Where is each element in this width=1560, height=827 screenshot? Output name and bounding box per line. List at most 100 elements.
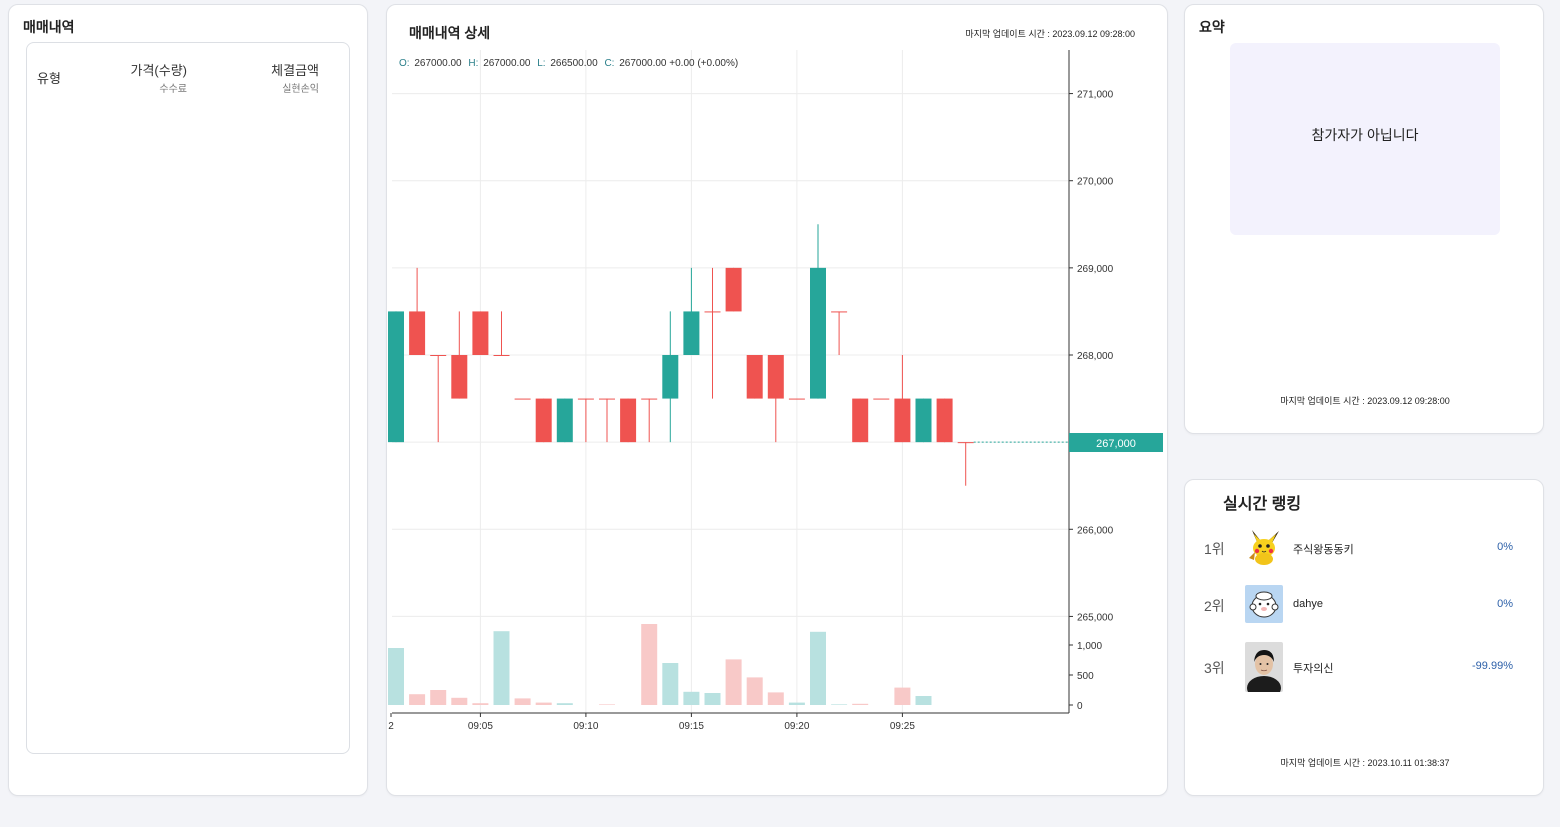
volume-bar [915, 696, 932, 705]
candle-body [746, 355, 763, 399]
trade-history-panel: 매매내역 유형 가격(수량) 수수료 체결금액 실현손익 [8, 4, 368, 796]
ohlc-o-label: O: [399, 58, 410, 69]
candle-body [577, 398, 594, 400]
volume-bar [683, 691, 700, 705]
candle-body [873, 398, 890, 400]
y-tick-label: 265,000 [1077, 612, 1114, 623]
candle-body [493, 355, 510, 356]
summary-message-box: 참가자가 아닙니다 [1230, 43, 1500, 235]
photo-avatar [1245, 642, 1283, 692]
rank-return: -99.99% [1472, 660, 1513, 672]
candle-body [915, 398, 932, 443]
ranking-row[interactable]: 2위 dahye 0% [1185, 585, 1545, 625]
volume-tick-label: 500 [1077, 671, 1094, 682]
volume-bar [746, 677, 763, 705]
rank-return: 0% [1497, 598, 1513, 610]
column-pnl-label: 실현손익 [282, 84, 319, 95]
ohlc-o-value: 267000.00 [414, 58, 462, 69]
chart-last-updated: 마지막 업데이트 시간 : 2023.09.12 09:28:00 [965, 29, 1135, 39]
ohlc-legend: O: 267000.00 H: 267000.00 L: 266500.00 C… [399, 58, 738, 69]
cartoon-avatar [1245, 585, 1283, 623]
ohlc-c-label: C: [604, 58, 614, 69]
volume-bar [894, 687, 911, 705]
rank-name: 주식왕동동키 [1293, 544, 1354, 556]
candlestick-chart[interactable]: 2 09:05 09:10 09:15 09:20 09:25 271,000 270,000… [387, 5, 1167, 795]
candle-body [725, 267, 742, 312]
candle-body [810, 267, 826, 399]
volume-bar [535, 702, 552, 705]
ranking-panel: 실시간 랭킹 1위 주식왕동동키 0% 2위 [1184, 479, 1544, 796]
ohlc-c-value: 267000.00 +0.00 (+0.00%) [619, 58, 738, 69]
candle-body [535, 398, 552, 443]
candle-body [556, 398, 573, 443]
y-tick-label: 268,000 [1077, 351, 1114, 362]
volume-bar [451, 697, 468, 705]
candle-body [788, 398, 805, 400]
summary-last-updated: 마지막 업데이트 시간 : 2023.09.12 09:28:00 [1280, 396, 1450, 406]
candle-body [599, 398, 615, 400]
candle-body [936, 398, 953, 443]
volume-bar [388, 648, 404, 705]
candles [388, 224, 974, 486]
ranking-row[interactable]: 1위 주식왕동동키 0% [1185, 528, 1545, 568]
current-price-tag-bg [1069, 433, 1163, 452]
chart-grid [392, 50, 1069, 713]
volume-bars [388, 624, 932, 705]
y-tick-label: 271,000 [1077, 90, 1114, 101]
volume-bar [767, 692, 784, 705]
candle-body [620, 398, 637, 443]
summary-title: 요약 [1199, 19, 1225, 35]
chart-axes: 2 09:05 09:10 09:15 09:20 09:25 271,000 270,000… [388, 50, 1114, 732]
volume-tick-label: 1,000 [1077, 641, 1102, 652]
volume-bar [641, 624, 658, 705]
ranking-row[interactable]: 3위 투자의신 -99.99% [1185, 642, 1545, 692]
ohlc-l-label: L: [537, 58, 545, 69]
candle-body [430, 355, 447, 356]
ohlc-l-value: 266500.00 [550, 58, 598, 69]
trade-detail-panel: 2 09:05 09:10 09:15 09:20 09:25 271,000 270,000… [386, 4, 1168, 796]
candle-body [767, 355, 784, 399]
volume-bar [704, 693, 721, 705]
volume-bar [788, 702, 805, 705]
candle-body [704, 311, 721, 313]
rank-position: 3위 [1204, 660, 1225, 676]
volume-bar [599, 704, 615, 705]
volume-bar [852, 703, 869, 705]
candle-body [409, 311, 426, 355]
candle-body [894, 398, 911, 443]
candle-body [641, 398, 658, 400]
x-tick-label: 09:25 [890, 721, 915, 732]
column-price-label: 가격(수량) [130, 63, 188, 78]
volume-bar [493, 631, 510, 705]
x-tick-label: 09:05 [468, 721, 493, 732]
ranking-title: 실시간 랭킹 [1223, 496, 1302, 513]
volume-bar [430, 690, 447, 705]
x-tick-label: 09:15 [679, 721, 704, 732]
ranking-last-updated: 마지막 업데이트 시간 : 2023.10.11 01:38:37 [1280, 758, 1450, 768]
trade-history-title: 매매내역 [23, 19, 75, 35]
rank-position: 2위 [1204, 598, 1225, 614]
rank-position: 1위 [1204, 541, 1225, 557]
volume-bar [662, 663, 679, 705]
rank-return: 0% [1497, 541, 1513, 553]
candle-body [831, 311, 848, 313]
candle-body [662, 355, 679, 399]
y-tick-label: 269,000 [1077, 264, 1114, 275]
summary-panel: 요약 참가자가 아닙니다 마지막 업데이트 시간 : 2023.09.12 09… [1184, 4, 1544, 434]
candle-body [683, 311, 700, 355]
candle-body [514, 398, 531, 400]
column-type: 유형 [37, 71, 61, 86]
volume-bar [514, 698, 531, 705]
candle-body [472, 311, 489, 355]
volume-bar [725, 659, 742, 705]
summary-message: 참가자가 아닙니다 [1311, 127, 1419, 143]
y-tick-label: 266,000 [1077, 525, 1114, 536]
volume-bar [409, 694, 426, 705]
ohlc-h-label: H: [468, 58, 478, 69]
candle-body [852, 398, 869, 443]
trade-detail-title: 매매내역 상세 [409, 25, 491, 41]
current-price-label: 267,000 [1096, 438, 1136, 450]
candle-body [451, 355, 468, 399]
x-tick-label: 09:10 [573, 721, 598, 732]
x-tick-label: 09:20 [784, 721, 809, 732]
